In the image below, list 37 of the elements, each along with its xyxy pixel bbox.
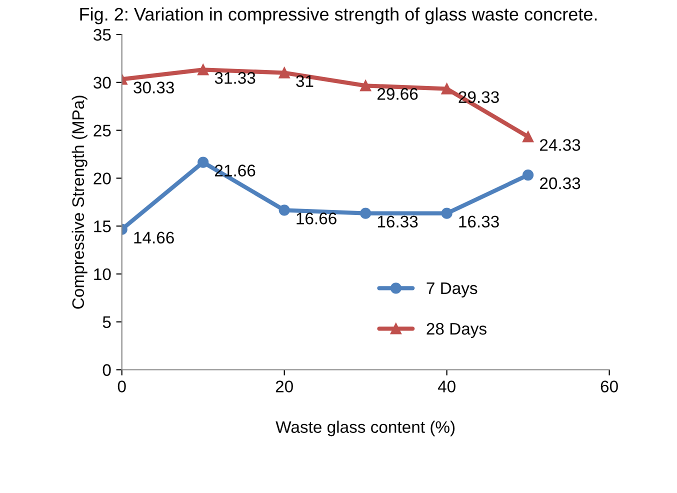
y-tick-label: 30 <box>94 76 111 89</box>
legend-label: 28 Days <box>426 322 486 338</box>
data-label: 29.66 <box>378 88 418 100</box>
x-axis-title: Waste glass content (%) <box>276 420 455 436</box>
data-label: 24.33 <box>540 139 580 151</box>
y-tick-label: 5 <box>102 316 111 328</box>
point <box>278 67 290 78</box>
y-tick-label: 25 <box>94 124 111 136</box>
point <box>360 80 372 92</box>
data-label: 14.66 <box>134 232 174 244</box>
data-label: 31 <box>296 75 314 88</box>
data-label: 16.66 <box>296 212 336 224</box>
point <box>441 83 452 94</box>
point <box>198 64 209 76</box>
data-label: 30.33 <box>134 82 174 94</box>
point <box>522 131 534 142</box>
point <box>278 204 290 216</box>
chart-title: Fig. 2: Variation in compressive strength of glass waste concrete. <box>80 7 597 24</box>
y-tick-label: 0 <box>102 364 111 376</box>
data-label: 20.33 <box>540 177 580 190</box>
point <box>522 169 534 181</box>
y-tick-label: 10 <box>94 268 111 280</box>
x-tick-label: 20 <box>276 380 293 392</box>
x-tick-label: 0 <box>118 380 126 392</box>
data-label: 31.33 <box>214 72 256 84</box>
point <box>441 208 452 219</box>
x-tick-label: 40 <box>438 380 456 392</box>
legend-label: 7 Days <box>426 282 478 298</box>
x-tick-label: 60 <box>600 380 618 392</box>
data-label: 16.33 <box>459 216 499 228</box>
point <box>360 208 372 219</box>
point <box>198 156 209 168</box>
y-axis-title: Compressive Strength (MPa) <box>72 96 88 309</box>
y-tick-label: 35 <box>94 28 111 41</box>
y-tick-label: 20 <box>94 172 111 184</box>
y-tick-label: 15 <box>94 220 111 232</box>
data-label: 16.33 <box>378 216 418 228</box>
